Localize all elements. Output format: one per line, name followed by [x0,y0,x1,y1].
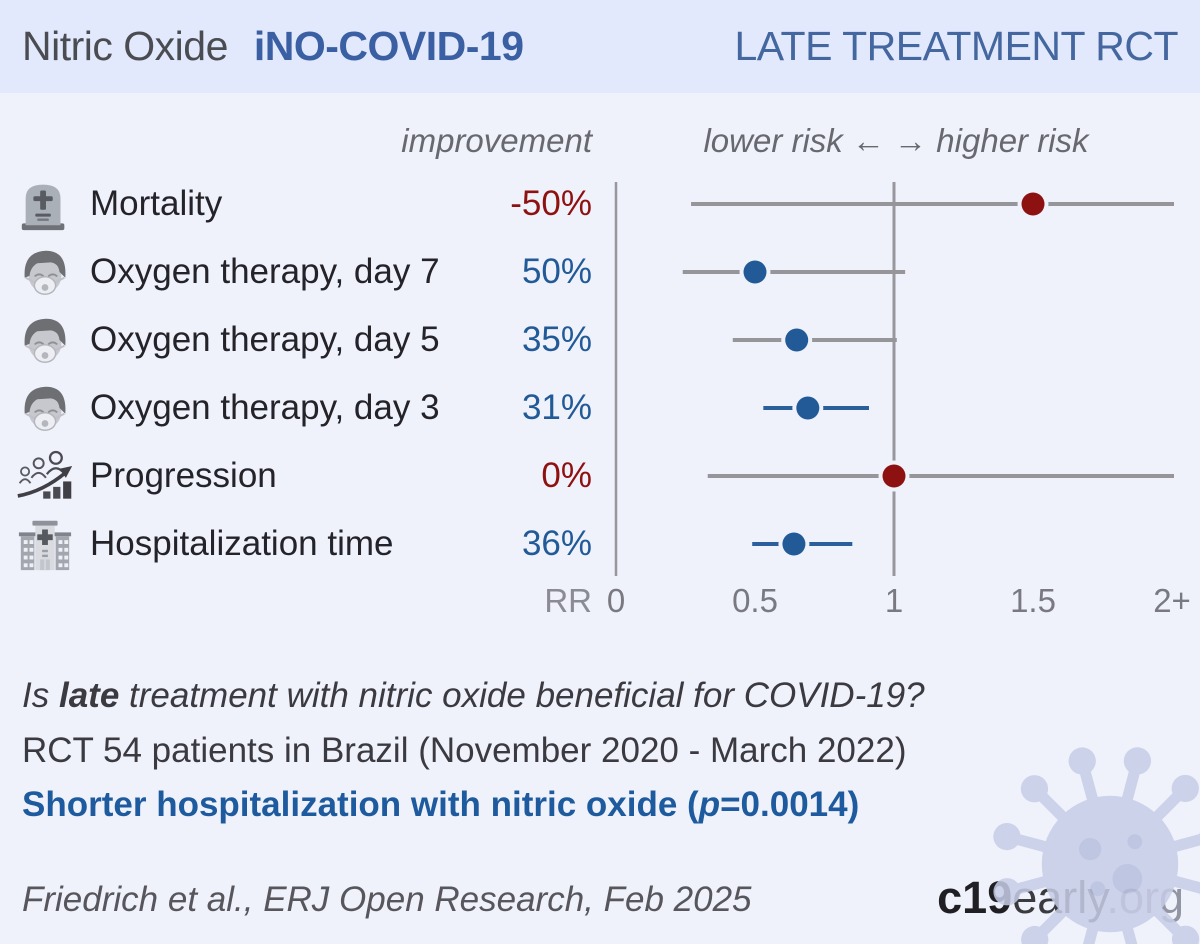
improvement-value: -50% [510,184,592,223]
axis-tick-label: 1.5 [1010,582,1056,619]
outcome-label: Oxygen therapy, day 7 [90,252,440,291]
hospital-icon [14,513,76,575]
improvement-value: 36% [521,524,592,563]
table-row-mortality: Mortality -50% [0,170,616,238]
question-bold-word: late [58,676,120,715]
oxygen-mask-icon [14,377,76,439]
question-suffix: treatment with nitric oxide beneficial f… [129,676,925,715]
improvement-value: 0% [541,456,592,495]
tombstone-icon [14,173,76,235]
virus-watermark-icon [993,747,1200,944]
result-text: Shorter hospitalization with nitric oxid… [22,785,699,824]
oxygen-mask-icon [14,309,76,371]
oxygen-mask-icon [14,241,76,303]
p-symbol: p [698,785,721,824]
question-line: Is late treatment with nitric oxide bene… [22,676,925,716]
table-row-hospitalization: Hospitalization time 36% [0,510,616,578]
axis-tick-label: 2+ [1153,582,1191,619]
table-row-progression: Progression 0% [0,442,616,510]
outcome-table: Mortality -50% Oxygen therapy, day 7 50% [0,170,616,578]
outcome-label: Oxygen therapy, day 3 [90,388,440,427]
study-category: LATE TREATMENT RCT [734,23,1178,69]
axis-tick-label: 0 [606,582,626,619]
improvement-value: 31% [521,388,592,427]
outcome-label: Oxygen therapy, day 5 [90,320,440,359]
study-name: iNO-COVID-19 [253,23,524,69]
p-value: =0.0014) [720,785,860,824]
population-line: RCT 54 patients in Brazil (November 2020… [22,731,907,770]
table-row-oxygen-day5: Oxygen therapy, day 5 35% [0,306,616,374]
table-row-oxygen-day3: Oxygen therapy, day 3 31% [0,374,616,442]
risk-direction-header: lower risk ← → higher risk [703,122,1089,159]
question-prefix: Is [22,676,50,715]
axis-tick-label: 1 [884,582,904,619]
header-band: Nitric Oxide iNO-COVID-19 LATE TREATMENT… [0,0,1200,93]
treatment-name: Nitric Oxide [22,23,228,69]
result-line: Shorter hospitalization with nitric oxid… [22,785,859,825]
citation: Friedrich et al., ERJ Open Research, Feb… [22,880,752,919]
outcome-label: Mortality [90,184,223,223]
outcome-label: Hospitalization time [90,524,394,563]
progression-icon [14,445,76,507]
axis-title-rr: RR [544,582,592,619]
table-row-oxygen-day7: Oxygen therapy, day 7 50% [0,238,616,306]
improvement-value: 35% [521,320,592,359]
improvement-column-header: improvement [401,122,592,159]
outcome-label: Progression [90,456,277,495]
improvement-value: 50% [521,252,592,291]
axis-tick-label: 0.5 [732,582,778,619]
